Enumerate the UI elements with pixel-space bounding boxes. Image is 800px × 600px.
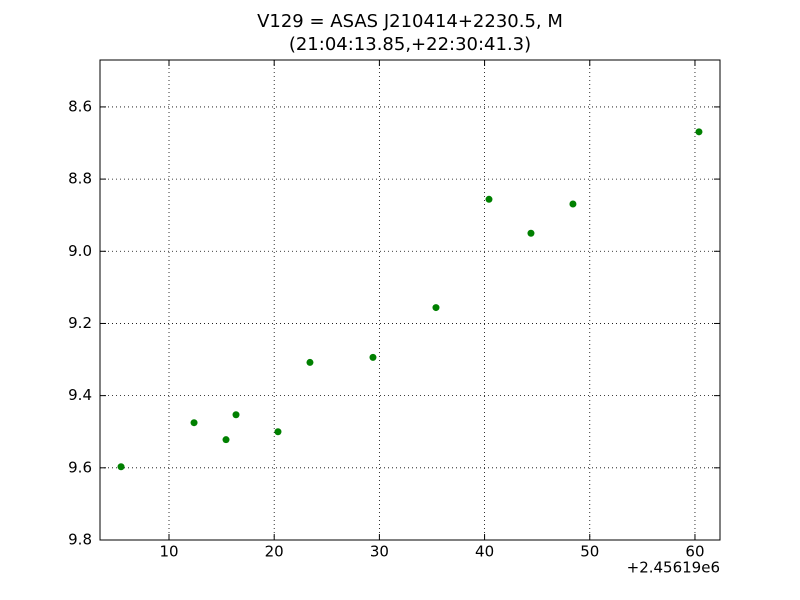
y-tick-label: 9.2: [68, 314, 92, 332]
x-tick-label: 30: [370, 543, 389, 561]
chart-title: V129 = ASAS J210414+2230.5, M: [257, 11, 563, 32]
point: [190, 419, 198, 427]
point: [306, 358, 314, 366]
x-offset-label: +2.45619e6: [627, 559, 720, 577]
x-tick-label: 20: [265, 543, 284, 561]
y-tick-label: 9.0: [68, 242, 92, 260]
y-tick-label: 9.4: [68, 386, 92, 404]
point: [117, 463, 125, 471]
y-tick-label: 9.8: [68, 531, 92, 549]
point: [232, 411, 240, 419]
x-tick-label: 40: [475, 543, 494, 561]
point: [695, 128, 703, 136]
point: [432, 304, 440, 312]
x-tick-label: 60: [685, 543, 704, 561]
y-tick-label: 8.6: [68, 97, 92, 115]
point: [222, 436, 230, 444]
x-tick-label: 10: [159, 543, 178, 561]
y-tick-label: 8.8: [68, 170, 92, 188]
chart-subtitle: (21:04:13.85,+22:30:41.3): [289, 34, 531, 55]
point: [274, 428, 282, 436]
plot-frame: [99, 59, 721, 541]
x-tick-label: 50: [580, 543, 599, 561]
point: [527, 229, 535, 237]
point: [569, 200, 577, 208]
point: [369, 353, 377, 361]
point: [485, 195, 493, 203]
y-tick-label: 9.6: [68, 458, 92, 476]
